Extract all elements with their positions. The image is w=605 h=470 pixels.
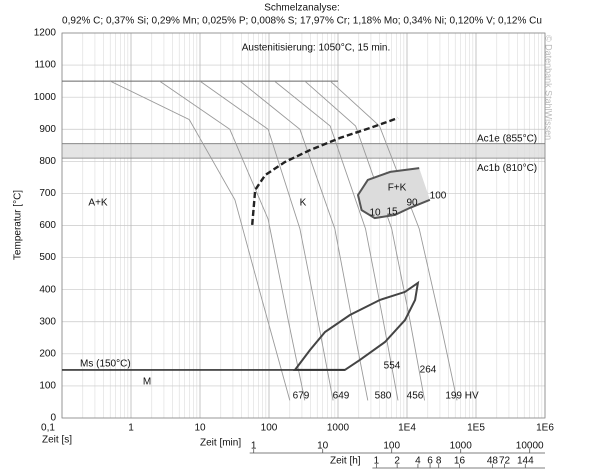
critical-line-label: Ac1e (855°C) [477,133,537,144]
hardness-label: 456 [407,391,424,402]
hardness-label: 199 HV [445,391,479,402]
x3-tick-label: 144 [517,456,534,467]
x-tick-label: 1000 [327,423,350,434]
x2-tick-label: 10000 [516,441,544,452]
x3-tick-label: 6 [427,456,433,467]
ms-label: Ms (150°C) [80,359,131,370]
phase-label: M [143,377,151,388]
x-tick-label: 1E5 [467,423,485,434]
y-tick-label: 1000 [34,92,57,103]
percent-label: 15 [386,207,398,218]
x-tick-label: 0,1 [41,423,55,434]
cooling-curve [329,80,458,401]
x-tick-label: 10 [194,423,206,434]
y-axis-label: Temperatur [°C] [13,190,24,260]
cooling-curve [274,80,399,401]
x2-tick-label: 10 [317,441,329,452]
critical-line-label: Ac1b (810°C) [477,163,537,174]
y-tick-label: 500 [39,252,56,263]
hardness-label: 580 [375,391,392,402]
x3-tick-label: 1 [374,456,380,467]
x-tick-label: 1E4 [398,423,416,434]
region-label: F+K [388,183,407,194]
annotation: Austenitisierung: 1050°C, 15 min. [242,43,391,54]
x2-tick-label: 1 [251,441,257,452]
y-tick-label: 1100 [34,60,56,71]
y-tick-label: 100 [39,381,56,392]
critical-band [62,143,545,159]
y-tick-label: 700 [39,188,56,199]
y-tick-label: 300 [39,316,56,327]
x-tick-label: 100 [261,423,278,434]
phase-label: K [300,198,307,209]
transformation-region [356,167,431,220]
x2-tick-label: 100 [383,441,400,452]
transformation-region [292,280,420,371]
x3-axis-label: Zeit [h] [330,456,361,467]
percent-label: 90 [406,198,418,209]
cooling-curve [304,80,426,401]
x3-tick-label: 48 [487,456,499,467]
y-tick-label: 0 [50,413,56,424]
y-tick-label: 400 [39,284,56,295]
x-axis-label: Zeit [s] [42,435,72,446]
hardness-label: 679 [293,391,310,402]
x-tick-label: 1 [128,423,134,434]
cooling-curve [199,80,334,401]
grid [61,32,546,419]
y-tick-label: 200 [39,348,56,359]
y-tick-label: 1200 [34,28,57,39]
y-tick-label: 900 [39,124,56,135]
x2-axis-label: Zeit [min] [200,438,241,449]
y-tick-label: 600 [39,220,56,231]
hardness-label: 554 [384,361,401,372]
y-tick-label: 800 [39,156,56,167]
phase-label: A+K [88,198,108,209]
percent-label: 10 [369,208,381,219]
x3-tick-label: 72 [499,456,511,467]
cooling-curve [159,80,306,401]
hardness-label: 649 [333,391,350,402]
x2-tick-label: 1000 [450,441,473,452]
x3-tick-label: 8 [436,456,442,467]
percent-label: 100 [430,191,447,202]
cooling-curve [239,80,369,401]
watermark: © Datenbank StahlWissen [544,35,554,140]
x3-tick-label: 2 [394,456,400,467]
chart-title: Schmelzanalyse: [264,3,340,14]
chart-subtitle: 0,92% C; 0,37% Si; 0,29% Mn; 0,025% P; 0… [62,16,542,27]
hardness-label: 264 [420,365,437,376]
cooling-curve [110,80,291,401]
x3-tick-label: 4 [415,456,421,467]
x3-tick-label: 16 [454,456,466,467]
x-tick-label: 1E6 [536,423,554,434]
plot-frame [61,32,546,419]
dashed-line [251,116,399,226]
